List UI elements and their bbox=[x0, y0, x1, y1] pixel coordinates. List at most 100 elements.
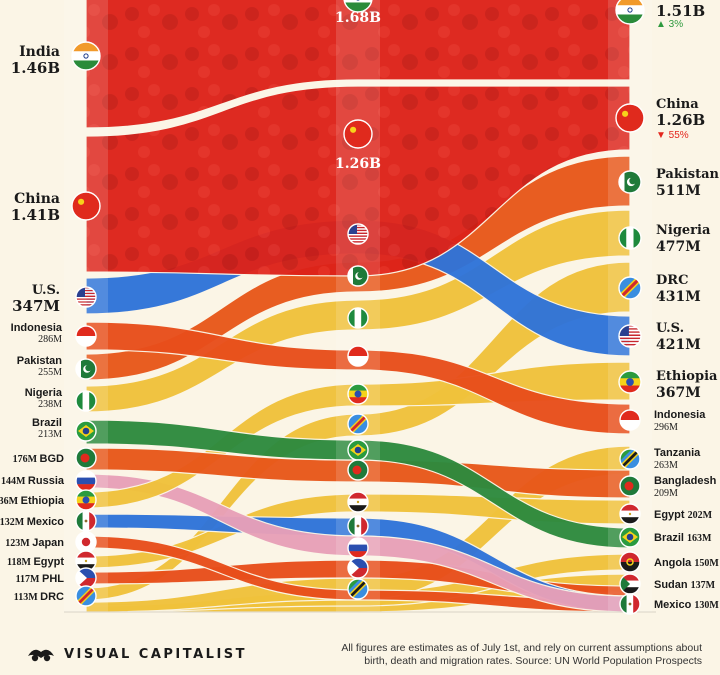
label-us-c1: U.S. bbox=[32, 283, 60, 298]
flag-ethiopia-c3-icon bbox=[618, 370, 642, 394]
flag-sudan-c3-icon bbox=[619, 573, 641, 595]
value-mexico-c3: 130M bbox=[694, 600, 719, 611]
value-us-c1: 347M bbox=[12, 297, 60, 315]
value-egypt-c1: 118M bbox=[7, 557, 33, 568]
flag-indonesia-c1-icon bbox=[75, 325, 97, 347]
flag-us-c2-icon bbox=[347, 223, 369, 245]
flag-us-c3-icon bbox=[618, 324, 642, 348]
value-pakistan-c3: 511M bbox=[656, 183, 701, 199]
value-ethiopia-c3: 367M bbox=[656, 385, 701, 401]
value-pakistan-c1: 255M bbox=[38, 367, 62, 378]
flag-egypt-c3-icon bbox=[619, 503, 641, 525]
flag-nigeria-c1-icon bbox=[75, 390, 97, 412]
flag-japan-c1-icon bbox=[75, 531, 97, 553]
value-china-c1: 1.41B bbox=[11, 206, 60, 224]
flag-tanzania-c3-icon bbox=[619, 448, 641, 470]
flag-tanzania-c2-icon bbox=[347, 578, 369, 600]
flag-drc-c3-icon bbox=[618, 276, 642, 300]
value-japan-c1: 123M bbox=[5, 538, 32, 549]
flag-russia-c2-icon bbox=[347, 537, 369, 559]
label-phl-c1: 117M PHL bbox=[16, 573, 65, 585]
value-mexico-c1: 132M bbox=[0, 517, 27, 528]
flag-angola-c3-icon bbox=[619, 551, 641, 573]
label-egypt-c1: 118M Egypt bbox=[7, 556, 64, 568]
label-indonesia-c1: Indonesia bbox=[11, 322, 63, 334]
flag-india-c3-icon bbox=[615, 0, 645, 25]
label-japan-c1: 123M Japan bbox=[5, 537, 64, 549]
flag-mexico-c3-icon bbox=[619, 593, 641, 615]
label-brazil-c1: Brazil bbox=[32, 417, 62, 429]
label-indonesia-c3: Indonesia bbox=[654, 409, 706, 421]
value-nigeria-c1: 238M bbox=[38, 399, 62, 410]
flag-mexico-c1-icon bbox=[75, 510, 97, 532]
label-drc-c1: 113M DRC bbox=[14, 591, 64, 603]
flag-nigeria-c3-icon bbox=[618, 226, 642, 250]
value-india-c3: 1.51B bbox=[656, 2, 705, 20]
value-drc-c3: 431M bbox=[656, 289, 701, 305]
label-pakistan-c1: Pakistan bbox=[17, 355, 63, 367]
label-pakistan-c3: Pakistan bbox=[656, 167, 720, 182]
label-drc-c3: DRC bbox=[656, 273, 688, 288]
change-india: ▲ 3% bbox=[656, 19, 683, 30]
flag-pakistan-c2-icon bbox=[347, 265, 369, 287]
flag-nigeria-c2-icon bbox=[347, 307, 369, 329]
value-russia-c1: 144M bbox=[1, 476, 28, 487]
value-bangladesh-c3: 209M bbox=[654, 488, 678, 499]
flag-indonesia-c3-icon bbox=[619, 409, 641, 431]
label-bangladesh-c3: Bangladesh bbox=[654, 475, 717, 487]
flag-pakistan-c3-icon bbox=[618, 170, 642, 194]
flag-philippines-c1-icon bbox=[75, 567, 97, 589]
label-russia-c1: 144M Russia bbox=[1, 475, 65, 487]
flag-bangladesh-c3-icon bbox=[619, 475, 641, 497]
label-china-c3: China bbox=[656, 97, 699, 112]
flag-drc-c2-icon bbox=[347, 413, 369, 435]
flag-china-c2-icon bbox=[343, 119, 373, 149]
label-angola-c3: Angola 150M bbox=[654, 557, 719, 569]
value-ethiopia-c1: 136M bbox=[0, 496, 21, 507]
visual-capitalist-logo-icon bbox=[28, 649, 54, 662]
value-tanzania-c3: 263M bbox=[654, 460, 678, 471]
flag-pakistan-c1-icon bbox=[75, 358, 97, 380]
value-sudan-c3: 137M bbox=[691, 580, 716, 591]
label-egypt-c3: Egypt 202M bbox=[654, 509, 713, 521]
value-us-c3: 421M bbox=[656, 337, 701, 353]
value-india-c1: 1.46B bbox=[11, 59, 60, 77]
stream-china bbox=[85, 85, 631, 277]
value-india-c2: 1.68B bbox=[335, 10, 381, 26]
value-indonesia-c1: 286M bbox=[38, 334, 62, 345]
value-drc-c1: 113M bbox=[14, 592, 40, 603]
label-ethiopia-c1: 136M Ethiopia bbox=[0, 495, 65, 507]
label-mexico-c1: 132M Mexico bbox=[0, 516, 64, 528]
stream-indonesia bbox=[85, 321, 631, 435]
flag-india-c2-icon bbox=[343, 0, 373, 13]
flag-india-c1-icon bbox=[71, 41, 101, 71]
value-egypt-c3: 202M bbox=[688, 510, 713, 521]
value-china-c2: 1.26B bbox=[335, 156, 381, 172]
value-china-c3: 1.26B bbox=[656, 111, 705, 129]
flag-brazil-c3-icon bbox=[619, 526, 641, 548]
label-india-c1: India bbox=[19, 44, 60, 60]
flag-bangladesh-c1-icon bbox=[75, 447, 97, 469]
label-sudan-c3: Sudan 137M bbox=[654, 579, 716, 591]
flag-indonesia-c2-icon bbox=[347, 345, 369, 367]
flag-us-c1-icon bbox=[75, 286, 97, 308]
brand-name: VISUAL CAPITALIST bbox=[64, 647, 248, 662]
country-labels: India1.46BChina1.41BU.S.347MIndonesia286… bbox=[0, 2, 720, 611]
value-nigeria-c3: 477M bbox=[656, 239, 701, 255]
flag-drc-c1-icon bbox=[75, 585, 97, 607]
label-mexico-c3: Mexico 130M bbox=[654, 599, 719, 611]
value-indonesia-c3: 296M bbox=[654, 422, 678, 433]
footer bbox=[0, 618, 720, 675]
value-angola-c3: 150M bbox=[694, 558, 719, 569]
value-bgd-c1: 176M bbox=[13, 454, 40, 465]
flag-brazil-c2-icon bbox=[347, 439, 369, 461]
label-nigeria-c3: Nigeria bbox=[656, 223, 711, 238]
source-note: All figures are estimates as of July 1st… bbox=[341, 642, 702, 667]
flag-philippines-c2-icon bbox=[347, 557, 369, 579]
flag-china-c1-icon bbox=[71, 191, 101, 221]
change-china: ▼ 55% bbox=[656, 130, 689, 141]
label-tanzania-c3: Tanzania bbox=[654, 447, 701, 459]
flag-markers bbox=[71, 0, 645, 615]
label-china-c1: China bbox=[14, 191, 60, 207]
